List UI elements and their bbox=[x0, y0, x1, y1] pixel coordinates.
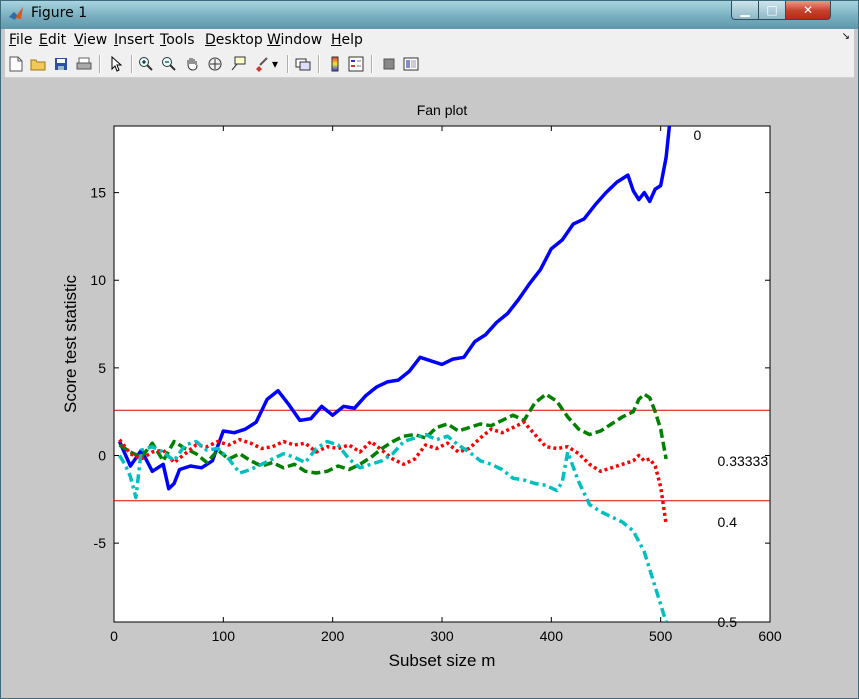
x-tick-label: 300 bbox=[430, 628, 454, 644]
y-tick-label: 10 bbox=[90, 272, 106, 288]
toolbar-separator bbox=[287, 55, 289, 73]
series-line-3 bbox=[118, 432, 668, 622]
chart-title: Fan plot bbox=[417, 102, 468, 118]
data-cursor-icon[interactable] bbox=[229, 55, 247, 73]
minimize-button[interactable]: ▁ bbox=[731, 1, 759, 20]
figure-canvas: 0 100 200 300 400 500 600 -5 0 5 10 15 0 0.33333 0.4 0… bbox=[5, 78, 854, 693]
x-tick-label: 400 bbox=[540, 628, 564, 644]
open-file-icon[interactable] bbox=[29, 55, 47, 73]
close-button[interactable]: ✕ bbox=[785, 1, 831, 20]
zoom-out-icon[interactable] bbox=[160, 55, 178, 73]
title-bar[interactable]: Figure 1 ▁ □ ✕ bbox=[1, 1, 858, 29]
menu-view[interactable]: View bbox=[74, 32, 108, 48]
new-figure-icon[interactable] bbox=[7, 55, 25, 73]
series-label-3: 0.5 bbox=[718, 614, 738, 630]
hide-plot-tools-icon[interactable] bbox=[380, 55, 398, 73]
toolbar-separator bbox=[99, 55, 101, 73]
series-line-0 bbox=[117, 126, 672, 491]
y-tick-label: 15 bbox=[90, 185, 106, 201]
matlab-logo-icon bbox=[8, 6, 24, 22]
y-tick-label: -5 bbox=[94, 535, 107, 551]
x-tick-label: 100 bbox=[212, 628, 236, 644]
maximize-button[interactable]: □ bbox=[758, 1, 786, 20]
series-line-1 bbox=[118, 392, 668, 475]
menu-help[interactable]: Help bbox=[331, 32, 363, 48]
series-line-2 bbox=[118, 420, 668, 525]
toolbar-separator bbox=[131, 55, 133, 73]
brush-icon[interactable] bbox=[252, 55, 270, 73]
y-tick-label: 5 bbox=[98, 360, 106, 376]
client-area: File Edit View Insert Tools Desktop Wind… bbox=[5, 29, 854, 693]
show-plot-tools-icon[interactable] bbox=[402, 55, 420, 73]
x-tick-label: 200 bbox=[321, 628, 345, 644]
menu-window[interactable]: Window bbox=[267, 32, 323, 48]
pointer-icon[interactable] bbox=[107, 55, 125, 73]
figure-toolbar: ▾ bbox=[5, 51, 854, 78]
menu-tools[interactable]: Tools bbox=[160, 32, 195, 48]
x-tick-label: 600 bbox=[758, 628, 782, 644]
y-tick-label: 0 bbox=[98, 447, 106, 463]
menu-file[interactable]: File bbox=[9, 32, 33, 48]
print-icon[interactable] bbox=[75, 55, 93, 73]
save-icon[interactable] bbox=[52, 55, 70, 73]
close-icon: ✕ bbox=[802, 3, 814, 17]
y-axis-label: Score test statistic bbox=[61, 275, 80, 413]
menu-insert[interactable]: Insert bbox=[114, 32, 155, 48]
window-title: Figure 1 bbox=[31, 5, 88, 21]
link-plot-icon[interactable] bbox=[294, 55, 312, 73]
brush-dropdown-icon[interactable]: ▾ bbox=[271, 57, 279, 71]
zoom-in-icon[interactable] bbox=[137, 55, 155, 73]
x-axis-label: Subset size m bbox=[389, 651, 496, 670]
minimize-icon: ▁ bbox=[740, 3, 750, 17]
toolbar-separator bbox=[371, 55, 373, 73]
menu-desktop[interactable]: Desktop bbox=[205, 32, 263, 48]
series-label-1: 0.33333 bbox=[718, 453, 769, 469]
legend-icon[interactable] bbox=[347, 55, 365, 73]
menu-bar: File Edit View Insert Tools Desktop Wind… bbox=[5, 29, 854, 51]
fan-plot-chart: 0 100 200 300 400 500 600 -5 0 5 10 15 0 0.33333 0.4 0… bbox=[61, 102, 782, 670]
toolbar-separator bbox=[318, 55, 320, 73]
colorbar-icon[interactable] bbox=[326, 55, 344, 73]
series-label-2: 0.4 bbox=[718, 514, 738, 530]
x-tick-label: 0 bbox=[110, 628, 118, 644]
axes-background bbox=[113, 125, 771, 623]
rotate-3d-icon[interactable] bbox=[206, 55, 224, 73]
pan-icon[interactable] bbox=[183, 55, 201, 73]
dock-arrow-icon[interactable]: ↘ bbox=[841, 31, 850, 42]
maximize-icon: □ bbox=[766, 3, 778, 17]
menu-edit[interactable]: Edit bbox=[39, 32, 67, 48]
series-label-0: 0 bbox=[693, 127, 701, 143]
x-tick-label: 500 bbox=[649, 628, 673, 644]
